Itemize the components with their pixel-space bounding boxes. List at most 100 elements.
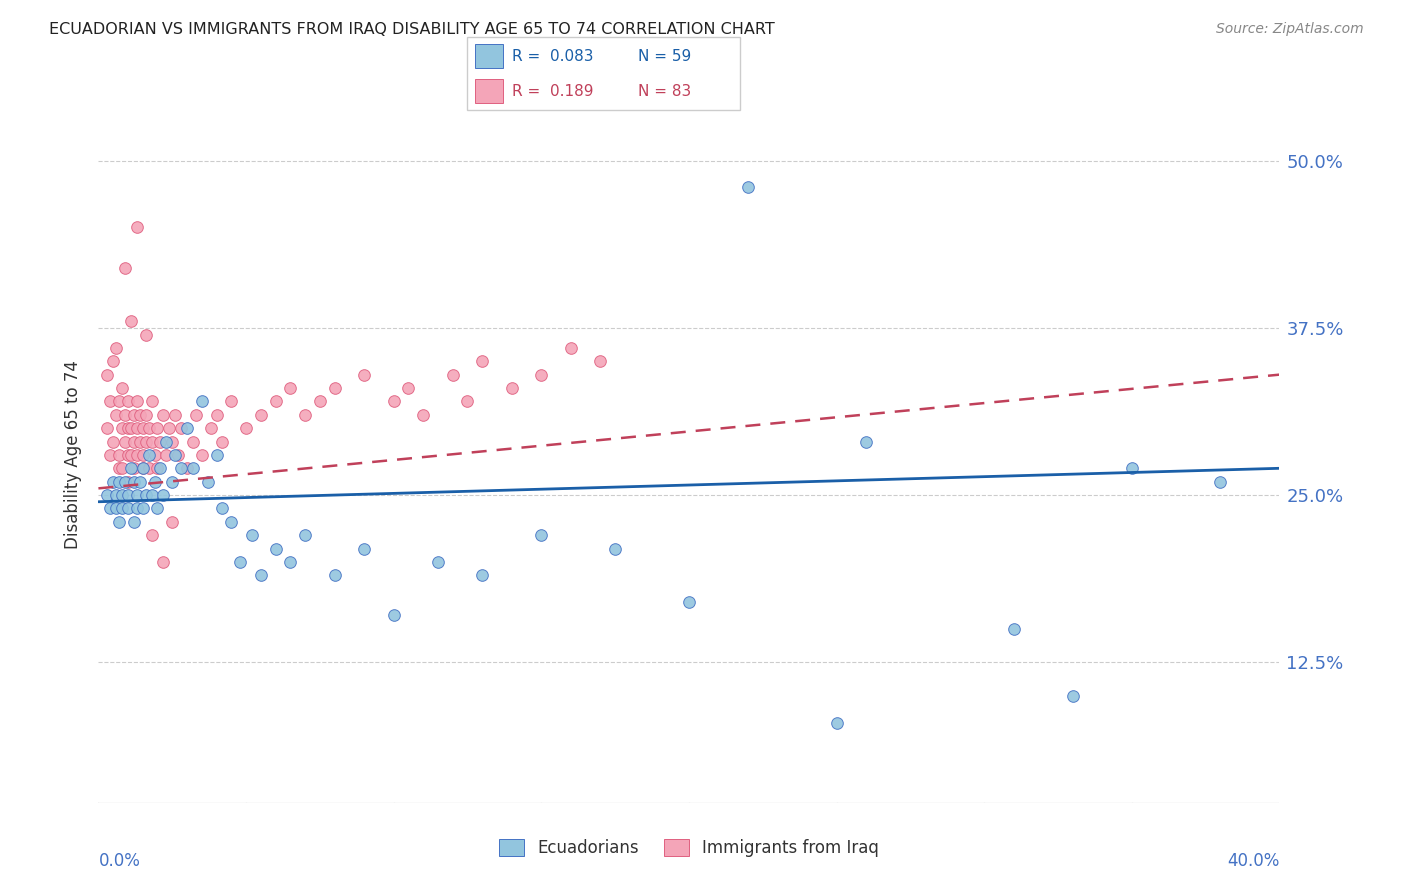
Point (162, 515, 183, 529)
Point (125, 448, 148, 462)
Point (111, 501, 134, 516)
FancyBboxPatch shape (467, 37, 740, 110)
Point (138, 461, 160, 475)
Point (108, 394, 131, 409)
Point (167, 448, 190, 462)
Point (122, 461, 145, 475)
Point (114, 260, 136, 275)
Point (205, 408, 228, 422)
Point (141, 488, 163, 502)
Point (412, 408, 434, 422)
Point (855, 434, 877, 449)
Point (117, 501, 139, 516)
Point (96, 421, 118, 435)
Text: ECUADORIAN VS IMMIGRANTS FROM IRAQ DISABILITY AGE 65 TO 74 CORRELATION CHART: ECUADORIAN VS IMMIGRANTS FROM IRAQ DISAB… (49, 22, 775, 37)
Point (157, 421, 180, 435)
Point (114, 408, 136, 422)
Point (120, 421, 142, 435)
Point (155, 434, 177, 449)
Point (605, 541, 627, 556)
Point (111, 461, 134, 475)
Point (240, 528, 263, 542)
Legend: Ecuadorians, Immigrants from Iraq: Ecuadorians, Immigrants from Iraq (492, 832, 886, 864)
Point (280, 381, 302, 395)
Point (141, 434, 163, 449)
Point (103, 434, 125, 449)
Point (117, 394, 139, 409)
Point (211, 434, 233, 449)
Point (323, 568, 346, 582)
Point (398, 381, 420, 395)
Point (165, 408, 187, 422)
Point (135, 434, 157, 449)
Point (146, 421, 169, 435)
Point (132, 501, 155, 516)
Text: N = 59: N = 59 (638, 49, 692, 63)
Point (122, 475, 145, 489)
Point (98, 501, 121, 516)
Point (128, 408, 150, 422)
Text: 0.0%: 0.0% (98, 852, 141, 870)
Point (678, 595, 700, 609)
Point (323, 381, 346, 395)
Point (181, 434, 204, 449)
Point (98, 394, 121, 409)
Point (825, 715, 848, 730)
Point (530, 368, 553, 382)
Point (111, 421, 134, 435)
Point (589, 354, 612, 368)
Point (125, 421, 148, 435)
Point (103, 475, 125, 489)
Point (221, 394, 243, 409)
Point (105, 501, 128, 516)
Point (211, 501, 233, 516)
Point (457, 394, 479, 409)
Point (122, 408, 145, 422)
Point (184, 408, 207, 422)
Point (117, 488, 139, 502)
Text: Source: ZipAtlas.com: Source: ZipAtlas.com (1216, 22, 1364, 37)
Point (441, 368, 464, 382)
Point (117, 475, 139, 489)
Text: N = 83: N = 83 (638, 84, 692, 98)
Point (122, 515, 145, 529)
Point (141, 528, 163, 542)
Point (353, 541, 375, 556)
Point (122, 434, 145, 449)
Point (120, 461, 142, 475)
Point (471, 568, 494, 582)
Point (149, 461, 172, 475)
Point (132, 421, 155, 435)
Point (120, 448, 142, 462)
Point (353, 368, 375, 382)
Point (205, 448, 228, 462)
Point (530, 528, 553, 542)
Point (117, 448, 139, 462)
Point (143, 448, 166, 462)
Point (114, 475, 136, 489)
Point (155, 448, 177, 462)
Point (229, 555, 252, 569)
Point (141, 394, 163, 409)
FancyBboxPatch shape (475, 44, 503, 69)
Point (138, 421, 160, 435)
Point (221, 515, 243, 529)
Point (309, 394, 332, 409)
Point (1121, 461, 1143, 475)
Point (200, 421, 222, 435)
Point (427, 555, 450, 569)
Y-axis label: Disability Age 65 to 74: Disability Age 65 to 74 (65, 360, 83, 549)
Point (152, 555, 174, 569)
Point (132, 461, 155, 475)
Point (250, 408, 273, 422)
Point (294, 408, 316, 422)
Point (152, 488, 174, 502)
Point (191, 448, 214, 462)
Point (181, 461, 204, 475)
Point (1209, 475, 1232, 489)
Point (117, 421, 139, 435)
Point (96, 488, 118, 502)
Text: 40.0%: 40.0% (1227, 852, 1279, 870)
Point (98, 448, 121, 462)
Point (280, 555, 302, 569)
